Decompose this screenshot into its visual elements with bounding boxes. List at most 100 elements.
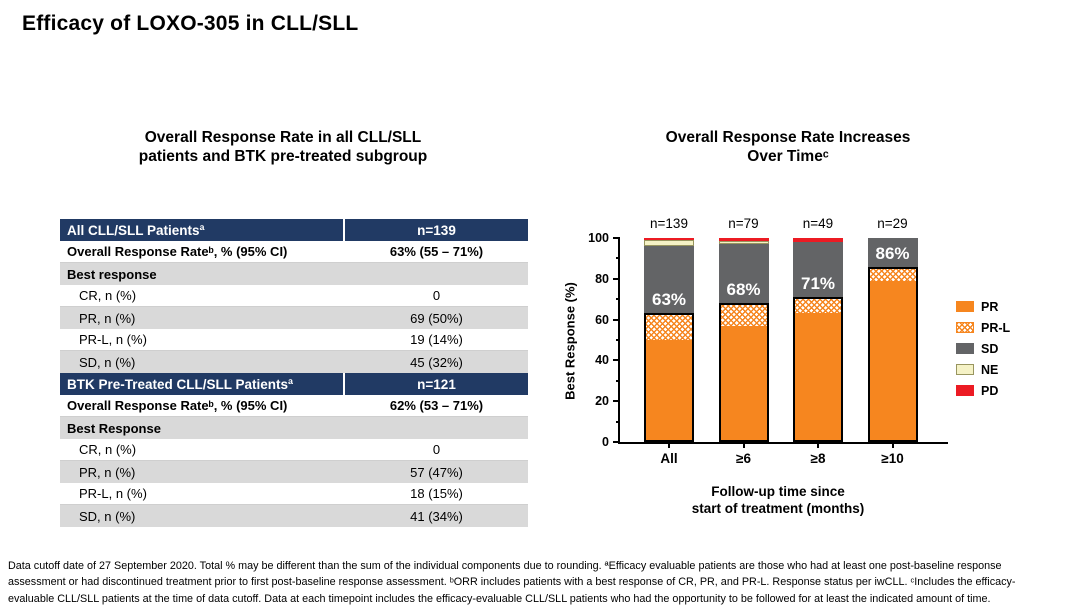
x-axis-category-label: All xyxy=(660,451,678,466)
orr-percent-label: 71% xyxy=(800,274,836,294)
row-label: Overall Response Rateᵇ, % (95% CI) xyxy=(67,398,288,413)
chart-panel-title: Overall Response Rate Increases Over Tim… xyxy=(590,128,986,166)
row-label: Best response xyxy=(67,266,157,282)
bar-segment-ne xyxy=(718,241,769,245)
y-axis-tick-label: 60 xyxy=(595,312,609,327)
plot-area: 0 20 40 60 80 100 63% n=139 All 68% n=79 ≥6 71% n=49 ≥… xyxy=(588,216,948,466)
row-label: PR-L, n (%) xyxy=(79,332,147,347)
y-axis-tick xyxy=(613,400,620,403)
row-label: PR, n (%) xyxy=(79,310,136,326)
x-axis-category-label: ≥8 xyxy=(810,451,826,466)
legend-swatch-pr xyxy=(956,301,974,312)
legend: PR PR-L SD NE PD xyxy=(956,296,1010,401)
row-value: 0 xyxy=(432,288,441,303)
legend-swatch-ne xyxy=(956,364,974,375)
x-axis-category-label: ≥10 xyxy=(881,451,904,466)
stacked-bar: 71% n=49 xyxy=(793,216,843,442)
table-row: SD, n (%) 41 (34%) xyxy=(60,505,528,527)
table-row: Best response xyxy=(60,263,528,285)
row-value: 57 (47%) xyxy=(410,464,463,480)
legend-swatch-pr-l xyxy=(956,322,974,333)
table-row: PR, n (%) 69 (50%) xyxy=(60,307,528,329)
x-axis-tick xyxy=(742,442,745,448)
y-axis-minor-tick xyxy=(616,257,620,260)
x-axis-tick xyxy=(891,442,894,448)
section-header-n-value: n=121 xyxy=(417,376,456,392)
bar-segment-pd xyxy=(644,238,694,241)
y-axis-minor-tick xyxy=(616,379,620,382)
row-value: 0 xyxy=(432,442,441,457)
table-row: PR, n (%) 57 (47%) xyxy=(60,461,528,483)
bar-segment-pr xyxy=(718,325,769,442)
section-header-label: All CLL/SLL Patientsª xyxy=(60,219,345,241)
orr-percent-label: 68% xyxy=(726,280,761,300)
x-axis-category-label: ≥6 xyxy=(736,451,751,466)
footnote-line2: assessment or had discontinued treatment… xyxy=(8,576,1016,589)
row-label: PR-L, n (%) xyxy=(79,486,147,501)
y-axis-tick-label: 80 xyxy=(595,271,609,286)
chart-panel-title-line1: Overall Response Rate Increases xyxy=(665,129,911,146)
legend-item-pd: PD xyxy=(956,380,1010,401)
y-axis-minor-tick xyxy=(616,298,620,301)
orr-table: All CLL/SLL Patientsª n=139 Overall Respon… xyxy=(60,219,528,527)
row-label: CR, n (%) xyxy=(79,288,137,303)
orr-percent-label: 63% xyxy=(651,290,687,310)
bar-segment-sd xyxy=(793,242,843,298)
legend-swatch-sd xyxy=(956,343,974,354)
row-value xyxy=(345,263,528,285)
row-label: Overall Response Rateᵇ, % (95% CI) xyxy=(67,244,288,259)
row-value xyxy=(345,417,528,439)
bar-segment-sd xyxy=(718,244,769,304)
table-row: PR-L, n (%) 18 (15%) xyxy=(60,483,528,505)
bar-segment-pr xyxy=(644,340,694,442)
section-header-label: BTK Pre-Treated CLL/SLL Patientsª xyxy=(60,373,345,395)
table-section-header-row: All CLL/SLL Patientsª n=139 xyxy=(60,219,528,241)
row-label: SD, n (%) xyxy=(79,354,136,370)
row-label: PR, n (%) xyxy=(79,464,136,480)
row-value: 41 (34%) xyxy=(410,508,463,524)
section-header-n-value: n=139 xyxy=(417,222,456,238)
legend-label: SD xyxy=(981,341,999,356)
y-axis-tick xyxy=(613,359,620,362)
bar-segment-pr-l xyxy=(793,297,843,314)
table-section-header-row: BTK Pre-Treated CLL/SLL Patientsª n=121 xyxy=(60,373,528,395)
row-value: 69 (50%) xyxy=(410,310,463,326)
bar-segment-ne xyxy=(644,240,694,247)
y-axis-minor-tick xyxy=(616,339,620,341)
bar-n-label: n=79 xyxy=(728,216,759,231)
y-axis-tick xyxy=(613,237,620,239)
x-axis-label: Follow-up time since start of treatment … xyxy=(691,484,865,516)
bar-segment-sd xyxy=(867,238,918,267)
table-panel-title: Overall Response Rate in all CLL/SLL pat… xyxy=(60,128,506,166)
y-axis-tick-label: 100 xyxy=(588,231,609,245)
legend-label: PD xyxy=(981,383,999,398)
table-row: Overall Response Rateᵇ, % (95% CI) 63% (5… xyxy=(60,241,528,263)
y-axis-tick-label: 40 xyxy=(595,353,609,368)
bar-n-label: n=49 xyxy=(802,216,834,231)
row-value: 18 (15%) xyxy=(410,486,463,501)
x-axis-tick xyxy=(668,442,670,448)
row-value: 62% (53 – 71%) xyxy=(389,398,484,413)
row-label: Best Response xyxy=(67,420,161,436)
row-value: 19 (14%) xyxy=(410,332,463,347)
legend-item-ne: NE xyxy=(956,359,1010,380)
table-panel-title-line2: patients and BTK pre-treated subgroup xyxy=(138,148,428,165)
table-row: CR, n (%) 0 xyxy=(60,439,528,461)
footnote-line3: evaluable CLL/SLL patients at the time o… xyxy=(8,592,991,605)
y-axis-tick-label: 20 xyxy=(595,394,609,409)
bar-segment-pr-l xyxy=(644,313,694,340)
row-label: CR, n (%) xyxy=(79,442,137,457)
bar-segment-pr-l xyxy=(867,266,918,281)
legend-item-sd: SD xyxy=(956,338,1010,359)
y-axis-tick xyxy=(613,318,620,321)
stacked-bar: 63% n=139 xyxy=(644,216,694,442)
y-axis-minor-tick xyxy=(616,420,620,423)
legend-label: PR-L xyxy=(981,320,1011,335)
row-value: 63% (55 – 71%) xyxy=(389,244,484,259)
table-row: Overall Response Rateᵇ, % (95% CI) 62% (5… xyxy=(60,395,528,417)
legend-item-pr-l: PR-L xyxy=(956,317,1010,338)
y-axis-tick xyxy=(613,277,620,280)
bar-segment-pr xyxy=(867,280,918,442)
bar-segment-sd xyxy=(644,246,694,314)
